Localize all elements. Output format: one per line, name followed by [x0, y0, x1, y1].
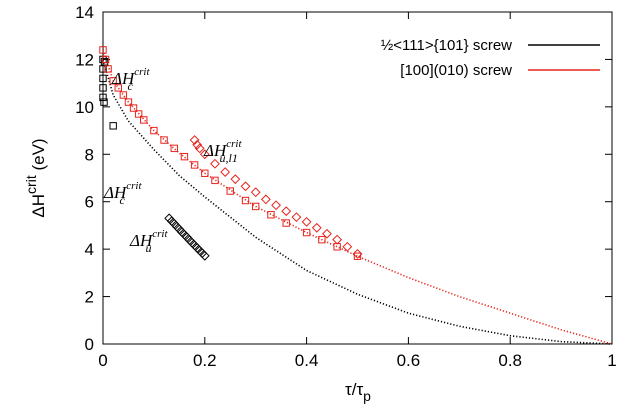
diamond-marker	[189, 135, 200, 145]
diamond-marker	[281, 206, 292, 217]
y-tick-label: 0	[85, 335, 94, 354]
diamond-marker	[332, 234, 343, 245]
x-tick-label: 0.4	[295, 351, 319, 370]
diamond-marker	[199, 250, 210, 261]
square-marker	[114, 84, 122, 92]
y-tick-label: 4	[85, 240, 94, 259]
annotation-sup: crit	[134, 66, 150, 78]
square-marker	[267, 211, 275, 219]
square-marker	[190, 161, 199, 169]
square-marker	[100, 98, 108, 106]
plot-frame	[102, 11, 613, 345]
annotation-sub: c	[120, 193, 126, 207]
square-marker	[99, 46, 107, 54]
square-marker	[99, 65, 107, 73]
data-line	[102, 49, 613, 345]
diamond-marker	[291, 212, 302, 223]
square-marker	[252, 202, 260, 211]
annotation: ΔHcrit u	[129, 228, 168, 255]
y-tick-label: 14	[75, 3, 94, 22]
diamond-marker	[322, 228, 332, 239]
square-marker	[282, 219, 290, 227]
square-marker	[104, 65, 112, 73]
square-marker	[180, 152, 189, 161]
y-axis-label-sup: crit	[23, 175, 39, 194]
square-marker	[170, 144, 178, 153]
square-marker	[101, 55, 110, 64]
diamond-marker	[199, 149, 210, 160]
diamond-marker	[240, 181, 251, 192]
square-marker	[109, 77, 117, 85]
square-marker	[99, 93, 107, 102]
annotation-sup: crit	[152, 228, 168, 240]
x-axis-label: τ/τp	[345, 380, 371, 404]
x-axis-label-base: τ/τ	[345, 380, 363, 399]
y-tick-label: 2	[85, 288, 94, 307]
legend-label: ½<111>{101} screw	[381, 37, 512, 54]
diamond-marker	[301, 216, 312, 227]
annotation-base: ΔH	[129, 231, 154, 250]
square-marker	[201, 169, 209, 177]
annotation-base: ΔH	[103, 183, 128, 202]
square-marker	[100, 58, 109, 66]
square-marker	[119, 91, 128, 99]
y-axis-label: ΔHcrit (eV)	[23, 138, 48, 217]
annotation-sup: crit	[226, 138, 242, 150]
square-marker	[150, 126, 158, 135]
data-line	[102, 59, 613, 345]
y-tick-label: 12	[75, 50, 94, 69]
square-marker	[318, 235, 326, 244]
diamond-marker	[230, 174, 241, 185]
x-tick-label: 0.2	[193, 351, 217, 370]
x-tick-label: 0.6	[397, 351, 421, 370]
diamond-marker	[250, 187, 261, 198]
diamond-marker	[220, 167, 231, 177]
legend-label: [100](010) screw	[400, 62, 512, 79]
square-marker	[124, 98, 133, 106]
annotation-sub: u,l1	[220, 151, 238, 165]
diamond-marker	[311, 222, 322, 233]
diamond-marker	[271, 200, 281, 211]
annotation-sub: u	[146, 241, 152, 255]
square-marker	[302, 228, 311, 237]
x-tick-label: 0.8	[498, 351, 522, 370]
annotation-sup: crit	[126, 180, 142, 192]
square-marker	[353, 252, 362, 260]
diamond-marker	[352, 248, 363, 259]
square-marker	[99, 74, 107, 83]
annotation: ΔHcrit u,l1	[203, 138, 242, 165]
y-axis-label-base: ΔH	[29, 194, 48, 218]
square-marker	[109, 122, 117, 130]
diamond-marker	[260, 194, 271, 205]
y-tick-label: 6	[85, 193, 94, 212]
annotation-base: ΔH	[203, 141, 228, 160]
diamond-marker	[194, 143, 205, 154]
square-marker	[226, 187, 234, 195]
x-axis-label-sub: p	[363, 388, 371, 404]
diamond-marker	[192, 139, 203, 150]
annotation: ΔHcrit c	[111, 66, 150, 93]
square-marker	[241, 196, 250, 205]
diamond-marker	[210, 158, 220, 169]
annotation-sub: c	[128, 79, 134, 93]
y-tick-label: 10	[75, 98, 94, 117]
annotation: ΔHcrit c	[103, 180, 142, 207]
square-marker	[140, 116, 148, 124]
square-marker	[211, 176, 219, 185]
x-tick-label: 1	[607, 351, 616, 370]
diamond-marker	[342, 241, 353, 252]
square-marker	[160, 136, 168, 144]
annotation-base: ΔH	[111, 69, 136, 88]
x-tick-label: 0	[98, 351, 107, 370]
y-tick-label: 8	[85, 145, 94, 164]
square-marker	[99, 84, 107, 92]
square-marker	[129, 104, 138, 112]
square-marker	[134, 110, 143, 118]
y-axis-label-tail: (eV)	[29, 138, 48, 175]
